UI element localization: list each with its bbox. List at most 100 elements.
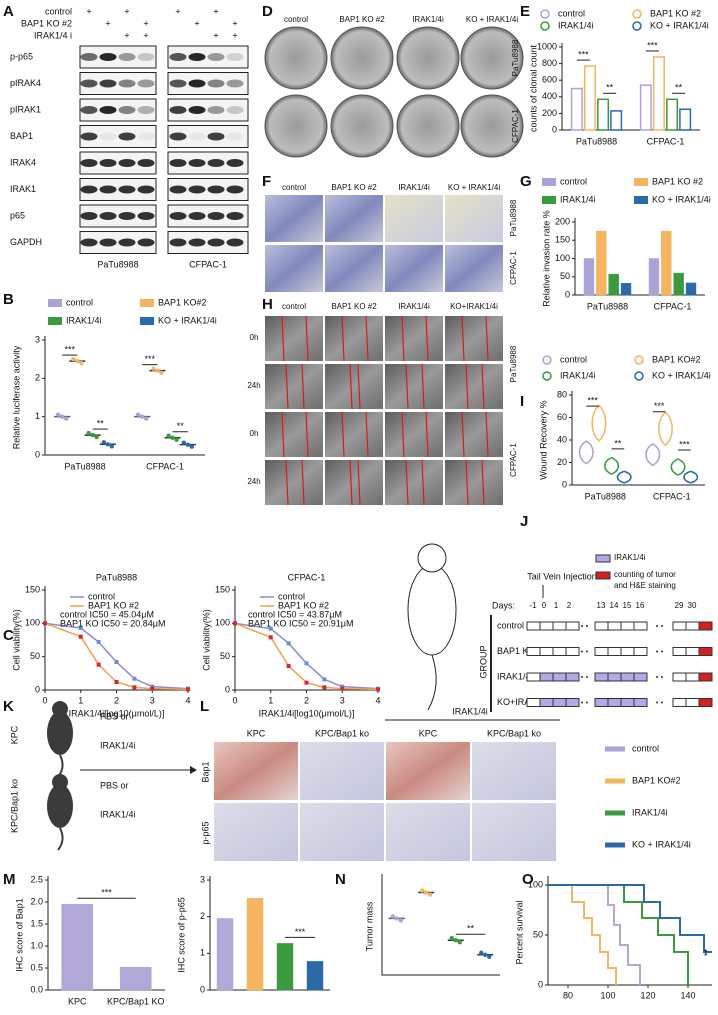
dot bbox=[90, 432, 95, 438]
wound-edge bbox=[401, 315, 405, 362]
wound-image bbox=[265, 316, 323, 361]
axis bbox=[381, 874, 500, 976]
schedule-box bbox=[698, 672, 713, 682]
bar bbox=[661, 230, 672, 296]
band bbox=[169, 185, 187, 194]
dot bbox=[159, 370, 164, 375]
condition-sign: + bbox=[143, 18, 148, 28]
y-axis-label: Relative luciferase activity bbox=[11, 345, 21, 449]
y-tick-label: 0 bbox=[200, 984, 205, 994]
mouse-head bbox=[52, 701, 68, 717]
y-tick-label: 50 bbox=[533, 929, 543, 939]
legend-swatch bbox=[632, 21, 642, 31]
wound-edge bbox=[425, 315, 429, 362]
band-label: pIRAK1 bbox=[10, 104, 41, 114]
band bbox=[80, 53, 98, 61]
point bbox=[340, 686, 345, 691]
annotation: BAP1 KO IC50 = 20.84μM bbox=[60, 618, 166, 628]
bar bbox=[610, 110, 623, 131]
band bbox=[137, 132, 155, 141]
bar bbox=[583, 65, 596, 131]
blot-frame bbox=[79, 204, 157, 228]
y-tick-label: 200 bbox=[555, 216, 570, 226]
chart-title: PaTu8988 bbox=[96, 572, 137, 582]
ellipsis-dot bbox=[581, 650, 583, 653]
colony-plate bbox=[264, 94, 328, 158]
band bbox=[169, 212, 187, 220]
transwell-image bbox=[265, 245, 323, 292]
group-header: IRAK1/4i bbox=[452, 706, 488, 716]
point bbox=[286, 664, 291, 668]
point bbox=[78, 634, 83, 639]
point bbox=[186, 687, 190, 692]
wound-image bbox=[445, 364, 503, 409]
y-tick-label: 150 bbox=[25, 584, 40, 594]
colony-plate bbox=[396, 94, 460, 158]
column-label: control bbox=[282, 302, 306, 311]
day-label: 16 bbox=[636, 601, 645, 610]
band bbox=[80, 106, 98, 114]
colony-plate bbox=[396, 26, 460, 90]
point bbox=[78, 626, 83, 630]
curve bbox=[234, 622, 379, 690]
schedule-box bbox=[539, 621, 554, 631]
column-label: KPC bbox=[419, 728, 438, 738]
schedule-box bbox=[565, 672, 580, 682]
dot-group bbox=[447, 936, 464, 945]
panel-label: F bbox=[262, 173, 271, 190]
band-label: pIRAK4 bbox=[10, 78, 41, 88]
point bbox=[268, 626, 273, 631]
dot bbox=[457, 940, 462, 945]
dot bbox=[449, 936, 454, 941]
legend-swatch bbox=[632, 9, 642, 19]
wound-image bbox=[445, 460, 503, 505]
time-label: 24h bbox=[247, 381, 260, 390]
legend-swatch bbox=[48, 317, 62, 325]
legend-swatch bbox=[634, 196, 648, 204]
x-tick-label: PaTu8988 bbox=[585, 491, 626, 501]
day-label: 29 bbox=[675, 601, 684, 610]
y-tick-label: 1 bbox=[35, 411, 40, 421]
legend-text: control bbox=[560, 176, 587, 186]
point bbox=[43, 621, 47, 626]
ihc-image bbox=[214, 742, 298, 800]
x-tick-label: CFPAC-1 bbox=[146, 461, 184, 471]
survival-curve bbox=[548, 884, 712, 953]
treatment-label: IRAK1/4i bbox=[100, 740, 136, 750]
point bbox=[304, 661, 309, 666]
band bbox=[169, 106, 187, 114]
band bbox=[226, 106, 244, 114]
significance: *** bbox=[101, 888, 112, 898]
band bbox=[99, 238, 117, 247]
x-tick-label: 140 bbox=[680, 990, 695, 1000]
transwell-image bbox=[325, 195, 383, 242]
schedule-box bbox=[698, 621, 713, 631]
time-label: 24h bbox=[247, 477, 260, 486]
band bbox=[118, 159, 136, 167]
panel-label: G bbox=[520, 173, 532, 190]
violin bbox=[683, 470, 699, 484]
dot-group bbox=[179, 440, 196, 449]
mouse-tail bbox=[427, 654, 437, 711]
y-tick-label: 0 bbox=[552, 124, 557, 134]
schedule-box bbox=[552, 672, 567, 682]
x-tick-label: 120 bbox=[640, 990, 655, 1000]
significance: *** bbox=[295, 927, 306, 937]
colony-plate bbox=[264, 26, 328, 90]
schedule-box bbox=[539, 672, 554, 682]
band bbox=[118, 238, 136, 247]
y-tick-label: 800 bbox=[542, 58, 557, 68]
dot bbox=[75, 358, 80, 364]
bar bbox=[583, 258, 595, 296]
band-label: BAP1 bbox=[10, 131, 33, 141]
dot-group bbox=[418, 888, 435, 897]
schedule-box bbox=[539, 647, 554, 656]
row-label: PaTu8988 bbox=[511, 39, 520, 76]
dot bbox=[79, 360, 84, 366]
condition-sign: + bbox=[105, 18, 110, 28]
y-axis-label: counts of clonal count bbox=[528, 44, 538, 132]
mouse-head bbox=[417, 543, 447, 573]
band bbox=[99, 185, 117, 194]
row-label: PaTu8988 bbox=[509, 199, 518, 236]
